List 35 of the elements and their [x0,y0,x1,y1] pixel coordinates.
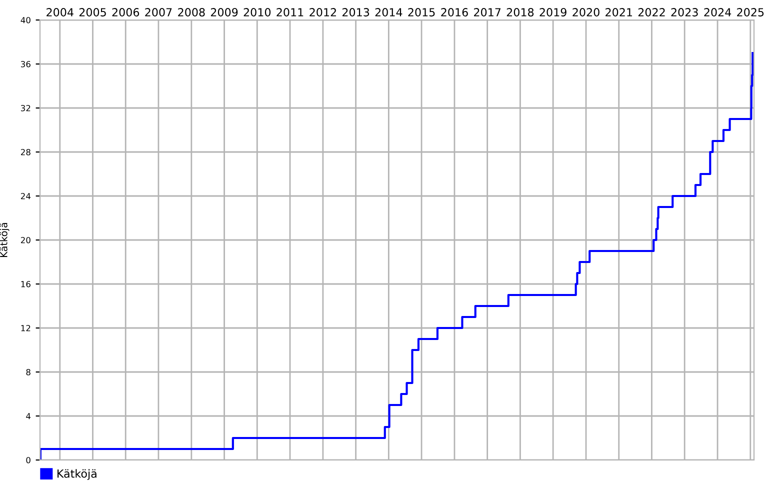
x-tick-label: 2025 [737,8,764,16]
y-tick-label: 20 [20,236,30,244]
x-tick-label: 2015 [408,8,435,16]
x-tick-label: 2005 [79,8,106,16]
x-tick-label: 2021 [606,8,632,16]
x-tick-label: 2009 [210,8,238,16]
y-tick-label: 12 [21,324,30,332]
x-tick-label: 2014 [375,8,402,16]
y-axis-title: Kätköjä [0,222,10,257]
x-tick-label: 2011 [276,8,304,16]
y-tick-label: 36 [21,60,30,68]
x-tick-label: 2018 [506,8,534,16]
x-tick-label: 2008 [178,8,205,16]
y-tick-label: 0 [26,456,30,464]
legend-label: Kätköjä [58,469,96,480]
y-tick-label: 24 [20,192,31,200]
x-tick-label: 2017 [474,8,501,16]
y-tick-label: 8 [26,368,30,376]
x-tick-label: 2020 [572,8,600,16]
x-tick-label: 2023 [671,8,698,16]
x-tick-label: 2013 [342,8,370,16]
y-tick-label: 16 [21,280,30,288]
y-tick-label: 32 [21,104,30,112]
x-tick-label: 2022 [638,8,665,16]
x-tick-label: 2012 [310,8,336,16]
x-tick-label: 2006 [112,8,140,16]
x-tick-label: 2010 [244,8,271,16]
x-tick-label: 2007 [145,8,172,16]
x-tick-label: 2016 [441,8,468,16]
x-tick-label: 2024 [704,8,732,16]
y-tick-label: 40 [20,16,30,24]
x-tick-label: 2004 [46,8,74,16]
x-tick-label: 2019 [540,8,566,16]
y-tick-label: 4 [26,413,31,420]
y-tick-label: 28 [20,148,30,156]
